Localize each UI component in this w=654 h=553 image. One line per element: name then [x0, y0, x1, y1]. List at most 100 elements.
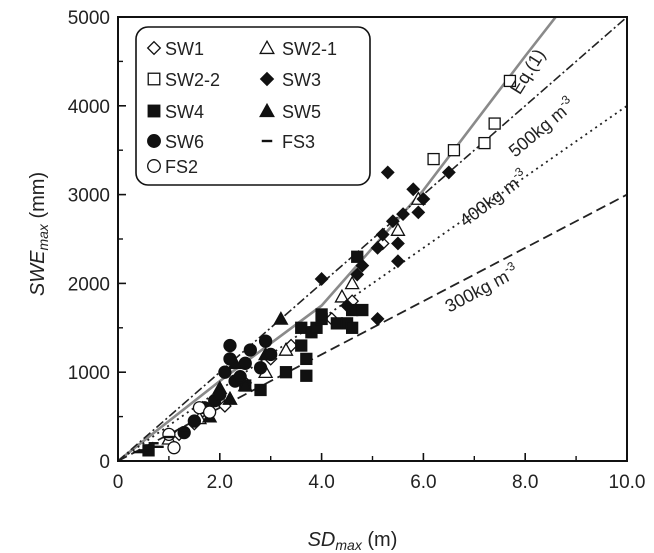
data-point [315, 308, 328, 321]
data-point [344, 275, 360, 290]
legend-box [135, 26, 371, 186]
legend-marker [259, 102, 275, 118]
data-point [350, 267, 365, 282]
y-tick-label: 3000 [68, 186, 110, 207]
data-point [253, 361, 268, 375]
legend-item-sw6: SW6 [147, 132, 204, 152]
data-point [345, 303, 359, 317]
data-point [330, 317, 344, 330]
data-points [133, 74, 517, 457]
legend-item-sw5: SW5 [259, 102, 321, 122]
data-point [411, 205, 426, 220]
data-point [222, 391, 238, 405]
y-tick-label: 1000 [68, 363, 110, 384]
legend-label: SW1 [165, 39, 204, 59]
legend-item-sw4: SW4 [147, 102, 204, 122]
data-point [447, 144, 461, 157]
data-point [380, 165, 395, 180]
data-point [345, 321, 359, 334]
legend-label: SW2-2 [165, 70, 220, 90]
legend-marker [147, 104, 161, 118]
data-point [202, 405, 217, 419]
data-point [279, 366, 293, 379]
data-point [223, 352, 237, 366]
legend-marker [147, 159, 161, 173]
x-tick-label: 0 [113, 472, 124, 493]
legend-label: FS3 [282, 132, 315, 152]
data-point [218, 365, 232, 379]
data-point [503, 74, 517, 88]
x-tick-label: 2.0 [207, 472, 233, 493]
rho400-label: 400kg m-3 [454, 164, 532, 231]
data-point [351, 250, 364, 263]
data-point [478, 136, 491, 150]
data-point [391, 236, 405, 251]
data-point [162, 427, 176, 442]
data-point [385, 214, 400, 229]
legend-item-sw3: SW3 [259, 70, 321, 90]
data-point [416, 192, 431, 206]
data-point [441, 165, 456, 180]
legend-item-sw2-1: SW2-1 [259, 39, 337, 59]
data-point [254, 383, 267, 397]
x-tick-label: 6.0 [410, 472, 436, 493]
data-point [370, 312, 385, 326]
data-point [427, 152, 440, 166]
data-point [233, 369, 247, 384]
legend-item-sw1: SW1 [146, 39, 204, 59]
y-tick-label: 5000 [68, 8, 110, 29]
data-point [300, 369, 313, 382]
legend-marker [146, 40, 162, 56]
y-tick-label: 4000 [68, 97, 110, 118]
axes: 0 2.0 4.0 6.0 8.0 10.0 0 1000 2000 3000 4000 5000 SD… [27, 8, 645, 553]
data-point [243, 343, 257, 357]
data-point [295, 339, 308, 352]
data-point [278, 342, 294, 356]
x-tick-label: 4.0 [308, 472, 334, 493]
x-tick-label: 8.0 [512, 472, 538, 493]
series-fs3 [133, 428, 190, 454]
reference-line-4 [118, 193, 627, 461]
data-point [273, 311, 289, 325]
data-point [295, 321, 308, 334]
legend-marker [147, 72, 161, 86]
rho500-label: 500kg m-3 [503, 92, 579, 161]
data-point [396, 207, 410, 222]
legend-marker [259, 71, 275, 87]
series-sw4 [142, 250, 369, 457]
data-point [390, 222, 406, 236]
data-point [213, 387, 227, 402]
legend-label: SW3 [282, 70, 321, 90]
legend-item-fs3: FS3 [261, 132, 315, 152]
data-point [177, 425, 191, 440]
y-tick-label: 0 [99, 452, 110, 473]
data-point [167, 441, 181, 455]
data-point [488, 117, 501, 130]
legend-label: FS2 [165, 157, 198, 177]
legend-item-sw2-2: SW2-2 [147, 70, 220, 90]
data-point [264, 347, 278, 362]
legend: SW1 SW2-1 SW2-2 SW3 SW4 SW5 SW6 FS3 FS2 [135, 26, 371, 186]
x-axis-label: SDmax (m) [308, 529, 398, 553]
legend-label: SW5 [282, 102, 321, 122]
data-point [223, 338, 237, 353]
series-sw3 [314, 165, 456, 326]
data-point [238, 356, 252, 370]
data-point [300, 352, 313, 366]
data-point [187, 414, 202, 428]
data-point [391, 254, 405, 269]
data-point [258, 334, 273, 348]
rho300-label: 300kg m-3 [440, 258, 521, 316]
data-point [375, 227, 390, 242]
data-point [314, 272, 329, 286]
legend-marker [259, 39, 275, 55]
legend-label: SW2-1 [282, 39, 337, 59]
legend-marker [147, 134, 161, 148]
data-point [406, 182, 421, 197]
series-fs2 [162, 401, 217, 455]
series-sw2-2 [427, 74, 517, 166]
y-axis-label: SWEmax (mm) [27, 172, 51, 296]
legend-label: SW6 [165, 132, 204, 152]
